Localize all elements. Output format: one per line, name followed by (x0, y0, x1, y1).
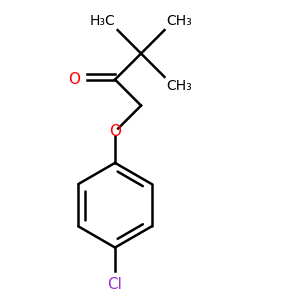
Text: CH₃: CH₃ (166, 14, 192, 28)
Text: O: O (109, 124, 121, 139)
Text: CH₃: CH₃ (166, 79, 192, 93)
Text: Cl: Cl (108, 277, 122, 292)
Text: O: O (68, 72, 80, 87)
Text: H₃C: H₃C (90, 14, 116, 28)
